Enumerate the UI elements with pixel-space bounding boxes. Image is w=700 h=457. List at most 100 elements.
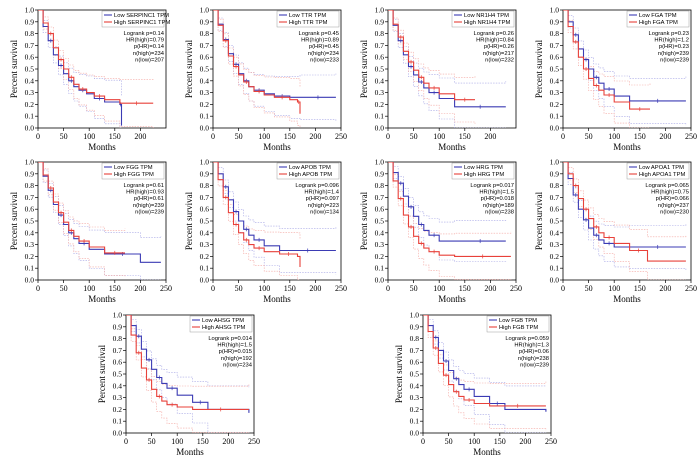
- y-tick-label: 0.9: [410, 322, 420, 331]
- ci-band-high: [38, 162, 126, 278]
- survival-curve-high: [423, 315, 546, 407]
- y-tick-label: 1.0: [200, 158, 210, 167]
- stats-line: HR(high)=0.84: [476, 38, 515, 44]
- ci-band-low: [563, 162, 687, 270]
- stats-line: HR(high)=0.89: [301, 38, 339, 44]
- survival-curve-high: [126, 315, 249, 410]
- panel-g: 0.0 0.1 0.2 0.3 0.4 0.5 0.6 0.7 0.8 0.9 1.0 0 50 100 1…: [359, 158, 522, 305]
- y-tick-label: 0.5: [113, 370, 123, 379]
- legend-entry: High SERPINC1 TPM: [114, 20, 170, 26]
- x-tick-label: 250: [685, 284, 697, 293]
- ci-band-high: [213, 162, 301, 280]
- legend-box: [276, 10, 340, 28]
- stats-line: HR(high)=1.3: [514, 343, 549, 349]
- y-tick-label: 0.5: [25, 217, 35, 226]
- x-axis-label: Months: [473, 447, 501, 457]
- stats-line: HR(high)=0.93: [126, 190, 164, 196]
- legend-entry: High TTR TPM: [289, 20, 328, 26]
- x-tick-label: 150: [459, 132, 471, 141]
- y-tick-label: 0.6: [200, 53, 210, 62]
- survival-curve-high: [563, 162, 686, 262]
- x-tick-label: 250: [545, 437, 557, 446]
- legend-entry: Low FGG TPM: [114, 165, 153, 171]
- ci-band-low: [563, 10, 687, 79]
- y-tick-label: 0.8: [25, 181, 35, 190]
- ci-band-high: [388, 10, 476, 78]
- panel-a: 0.0 0.1 0.2 0.3 0.4 0.5 0.6 0.7 0.8 0.9 1.0 0 50 100 1…: [9, 6, 170, 153]
- plot-frame: [37, 9, 167, 129]
- y-tick-label: 0.4: [375, 76, 385, 85]
- x-tick-label: 200: [659, 132, 671, 141]
- y-tick-label: 0.0: [113, 429, 123, 438]
- x-tick-label: 0: [36, 132, 40, 141]
- y-tick-label: 0.8: [200, 29, 210, 38]
- ci-band-high: [388, 10, 476, 124]
- y-tick-label: 0.8: [113, 334, 123, 343]
- y-tick-label: 0.3: [375, 88, 385, 97]
- x-tick-label: 100: [608, 132, 620, 141]
- y-tick-label: 0.5: [25, 65, 35, 74]
- stats-line: p(HR)=0.14: [134, 44, 165, 50]
- y-tick-label: 0.3: [550, 240, 560, 249]
- legend-box: [626, 162, 690, 180]
- y-tick-label: 0.5: [200, 65, 210, 74]
- y-tick-label: 1.0: [550, 158, 560, 167]
- stats-line: Logrank p=0.014: [208, 336, 252, 342]
- y-tick-label: 0.7: [200, 193, 210, 202]
- stats-line: HR(high)=0.79: [126, 38, 164, 44]
- y-tick-label: 0.1: [550, 112, 560, 121]
- y-tick-label: 0.7: [550, 41, 560, 50]
- x-tick-label: 150: [284, 132, 296, 141]
- y-tick-label: 0.2: [200, 252, 210, 261]
- stats-line: n(high)=239: [133, 203, 164, 209]
- x-tick-label: 200: [519, 437, 531, 446]
- y-tick-label: 0.6: [410, 358, 420, 367]
- x-axis-label: Months: [88, 142, 116, 152]
- y-tick-label: 0.8: [550, 181, 560, 190]
- x-axis-label: Months: [613, 294, 641, 304]
- legend-entry: Low NR1H4 TPM: [464, 13, 509, 19]
- x-tick-label: 50: [445, 437, 453, 446]
- y-tick-label: 0.7: [375, 41, 385, 50]
- y-tick-label: 0.9: [200, 169, 210, 178]
- survival-curve-high: [388, 10, 475, 101]
- y-axis-label: Percent survival: [184, 39, 194, 98]
- y-tick-label: 0.6: [25, 205, 35, 214]
- stats-line: n(high)=238: [518, 356, 549, 362]
- ci-band-low: [213, 162, 337, 229]
- legend-entry: High FGB TPM: [499, 325, 538, 331]
- stats-line: n(low)=239: [520, 362, 549, 368]
- x-axis-label: Months: [613, 142, 641, 152]
- panel-i: 0.0 0.1 0.2 0.3 0.4 0.5 0.6 0.7 0.8 0.9 1.0 0 50 100 1…: [97, 311, 260, 457]
- stats-line: Logrank p=0.61: [124, 183, 164, 189]
- legend-box: [451, 10, 515, 28]
- y-tick-label: 0.2: [375, 100, 385, 109]
- y-tick-label: 0.9: [375, 17, 385, 26]
- y-tick-label: 0.4: [550, 228, 560, 237]
- stats-line: p(HR)=0.015: [219, 349, 252, 355]
- panel-b: 0.0 0.1 0.2 0.3 0.4 0.5 0.6 0.7 0.8 0.9 1.0 0 50 100 1…: [184, 6, 347, 153]
- x-tick-label: 50: [60, 132, 68, 141]
- stats-line: HR(high)=1.5: [479, 190, 514, 196]
- x-tick-label: 50: [585, 284, 593, 293]
- y-axis-label: Percent survival: [9, 191, 19, 250]
- y-tick-label: 0.0: [375, 276, 385, 285]
- x-tick-label: 250: [510, 284, 522, 293]
- ci-band-high: [213, 10, 301, 128]
- legend-entry: Low FGB TPM: [499, 318, 537, 324]
- curves: [213, 162, 337, 280]
- y-tick-label: 0.9: [550, 17, 560, 26]
- ci-band-high: [388, 162, 512, 280]
- survival-curve-high: [388, 162, 511, 257]
- plot-frame: [387, 9, 517, 129]
- ci-band-low: [213, 10, 337, 77]
- stats-line: n(low)=207: [135, 57, 164, 63]
- stats-line: n(high)=192: [221, 356, 252, 362]
- y-tick-label: 0.1: [25, 264, 35, 273]
- y-tick-label: 0.5: [375, 217, 385, 226]
- stats-line: HR(high)=0.75: [651, 190, 689, 196]
- y-tick-label: 0.6: [113, 358, 123, 367]
- panel-c: 0.0 0.1 0.2 0.3 0.4 0.5 0.6 0.7 0.8 0.9 1.0 0 50 100 1…: [359, 6, 517, 152]
- panel-d: 0.0 0.1 0.2 0.3 0.4 0.5 0.6 0.7 0.8 0.9 1.0 0 50 100 1…: [534, 6, 697, 153]
- ci-band-high: [213, 10, 301, 87]
